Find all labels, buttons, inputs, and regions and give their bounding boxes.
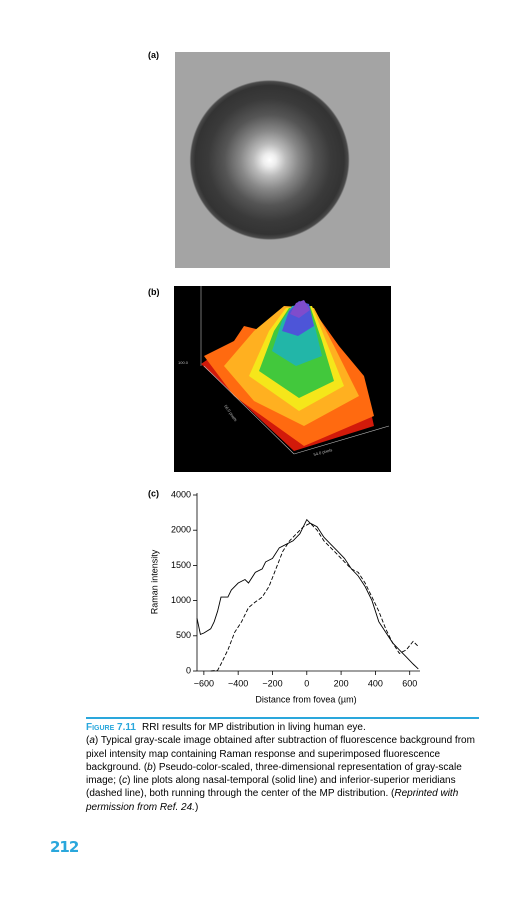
surface-plot: 100.0 56.0 pixels 54.0 pixels (178, 286, 390, 457)
panel-label: (a) (148, 50, 159, 60)
caption-text: b (147, 761, 153, 773)
line-chart: (c) Distance from fovea (µm) Raman inten… (148, 488, 420, 704)
caption-text: a (89, 735, 95, 747)
y-tick-label: 4000 (171, 489, 191, 499)
x-tick-label: 600 (402, 678, 417, 688)
caption-text: ) line plots along nasal-temporal (solid… (86, 775, 456, 800)
panel-label: (b) (148, 287, 160, 297)
caption-text: ) (194, 801, 199, 813)
y-tick-label: 1000 (171, 595, 191, 605)
panel-label: (c) (148, 488, 159, 498)
caption-text: ) Typical gray-scale image obtained afte… (86, 735, 475, 773)
x-tick-label: −600 (194, 678, 214, 688)
x-tick-label: 0 (304, 678, 309, 688)
caption-text: ( (86, 735, 90, 747)
x-tick-label: 200 (334, 678, 349, 688)
figure-caption: Figure 7.11 RRI results for MP distributi… (86, 721, 479, 814)
pseudo-color-image: 100.0 56.0 pixels 54.0 pixels (174, 286, 391, 472)
grayscale-image (175, 52, 390, 268)
caption-text: ) Pseudo-color-scaled, three-dimensional… (86, 761, 462, 787)
x-axis-title: Distance from fovea (µm) (255, 694, 356, 704)
figure-label: Figure 7.11 (86, 722, 136, 733)
y-tick-label: 1500 (171, 560, 191, 570)
axis-label: 54.0 pixels (313, 447, 333, 457)
caption-text: Reprinted with permission from Ref. 24. (86, 788, 459, 813)
data-line (210, 522, 419, 672)
y-tick-label: 500 (176, 630, 191, 640)
x-tick-label: −200 (262, 678, 282, 688)
data-line (196, 518, 419, 670)
axis-label: 100.0 (178, 360, 189, 365)
x-tick-label: 400 (368, 678, 383, 688)
y-tick-label: 0 (186, 665, 191, 675)
y-tick-label: 2000 (171, 525, 191, 535)
page-number: 212 (50, 838, 79, 856)
y-axis-title: Raman intensity (149, 549, 159, 614)
x-tick-label: −400 (228, 678, 248, 688)
caption-rule (86, 717, 479, 719)
caption-text: RRI results for MP distribution in livin… (141, 722, 366, 733)
caption-text: c (122, 775, 128, 787)
